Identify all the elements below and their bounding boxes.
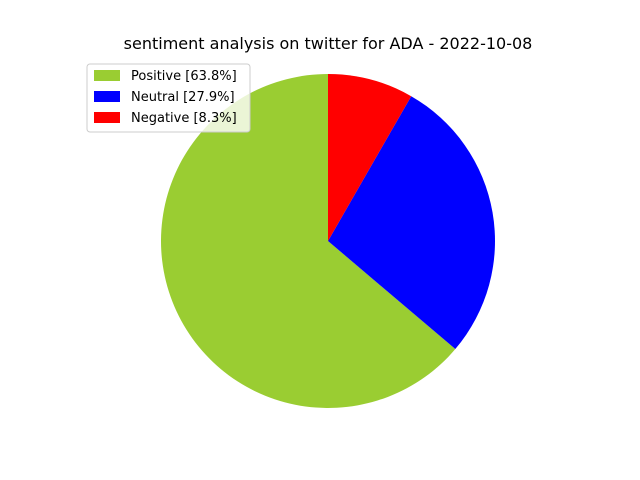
legend-label-positive: Positive [63.8%] bbox=[131, 69, 237, 84]
pie-slice-positive bbox=[161, 74, 456, 408]
pie-slice-neutral bbox=[328, 96, 496, 350]
pie-slice-negative bbox=[328, 74, 412, 241]
legend-swatch-negative bbox=[94, 112, 120, 123]
legend-swatch-neutral bbox=[94, 91, 120, 102]
legend-frame bbox=[86, 63, 251, 133]
chart-title: sentiment analysis on twitter for ADA - … bbox=[124, 34, 533, 53]
legend-swatch-positive bbox=[94, 70, 120, 81]
legend-label-neutral: Neutral [27.9%] bbox=[131, 90, 235, 105]
pie-slices bbox=[161, 74, 496, 408]
legend: Positive [63.8%] Neutral [27.9%] Negativ… bbox=[86, 63, 251, 133]
legend-label-negative: Negative [8.3%] bbox=[131, 111, 237, 126]
